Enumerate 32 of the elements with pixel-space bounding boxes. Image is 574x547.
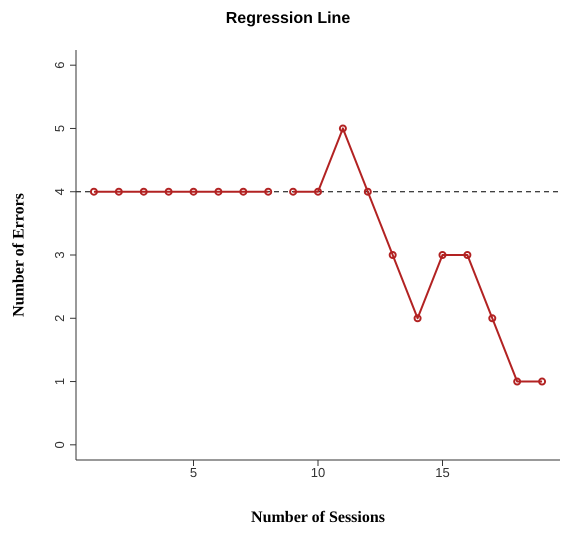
point [463, 251, 472, 259]
x-tick-label: 15 [435, 465, 450, 480]
point [314, 188, 322, 196]
point [239, 188, 248, 196]
point [164, 188, 173, 196]
point [438, 251, 446, 259]
point [190, 188, 198, 196]
point [488, 314, 496, 322]
x-tick-label: 5 [190, 465, 198, 480]
point [338, 124, 347, 132]
point [513, 378, 522, 386]
x-axis-title: Number of Sessions [251, 509, 385, 526]
point [140, 188, 148, 196]
chart-title: Regression Line [224, 10, 352, 29]
y-tick-label: 5 [52, 124, 67, 132]
point [414, 314, 422, 322]
point [264, 188, 272, 196]
point [214, 188, 222, 196]
y-tick-label: 0 [52, 441, 67, 448]
point [114, 188, 123, 196]
y-tick-label: 6 [52, 62, 67, 69]
y-tick-label: 3 [52, 251, 67, 259]
point [388, 251, 397, 259]
point [90, 188, 98, 196]
x-tick-label: 10 [310, 465, 326, 480]
y-axis-title: Number of Errors [10, 193, 28, 317]
point [538, 378, 546, 386]
y-tick-label: 1 [52, 378, 67, 386]
y-tick-label: 2 [52, 314, 67, 322]
point [289, 188, 298, 196]
y-tick-label: 4 [52, 188, 67, 196]
point [364, 188, 372, 196]
